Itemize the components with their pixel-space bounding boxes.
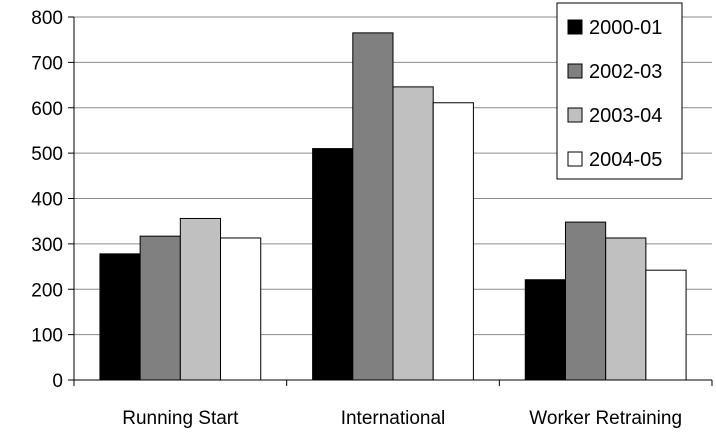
y-tick-label: 200 [31, 280, 63, 301]
bar-2000-01-international [312, 148, 354, 381]
x-tick-label: Worker Retraining [529, 408, 682, 429]
y-tick-label: 600 [31, 99, 63, 120]
y-tick-label: 400 [31, 190, 63, 211]
legend-swatch [567, 63, 583, 79]
bar-2003-04-running-start [179, 217, 222, 381]
bar-2002-03-worker-retraining [564, 221, 607, 381]
bar-2002-03-international [352, 32, 394, 381]
legend-label: 2000-01 [589, 17, 662, 39]
bar-2000-01-running-start [99, 253, 141, 381]
bar-2003-04-international [392, 86, 434, 381]
y-tick-labels: 0 100 200 300 400 500 600 700 800 [31, 8, 63, 392]
bar-2004-05-international [432, 102, 474, 381]
legend-swatch [567, 107, 583, 123]
legend-swatch [567, 151, 583, 167]
bar-2000-01-worker-retraining [524, 279, 566, 381]
y-tick-label: 100 [31, 326, 63, 347]
legend-swatch [567, 19, 583, 35]
y-tick-label: 0 [52, 371, 63, 392]
y-tick-label: 800 [31, 8, 63, 29]
bars [99, 32, 687, 381]
bar-2002-03-running-start [139, 235, 181, 381]
axes [68, 16, 713, 386]
x-tick-label: Running Start [122, 408, 239, 429]
legend: 2000-01 2002-03 2003-04 2004-05 [556, 2, 683, 180]
x-tick-label: International [341, 408, 446, 429]
x-tick-labels: Running Start International Worker Retrain… [122, 408, 682, 429]
bar-2003-04-worker-retraining [605, 237, 647, 381]
y-tick-label: 300 [31, 235, 63, 256]
y-tick-label: 500 [31, 144, 63, 165]
legend-label: 2003-04 [589, 105, 662, 127]
bar-2004-05-worker-retraining [645, 269, 687, 381]
legend-label: 2004-05 [589, 149, 662, 171]
legend-label: 2002-03 [589, 61, 662, 83]
bar-2004-05-running-start [220, 237, 262, 381]
y-tick-label: 700 [31, 53, 63, 74]
